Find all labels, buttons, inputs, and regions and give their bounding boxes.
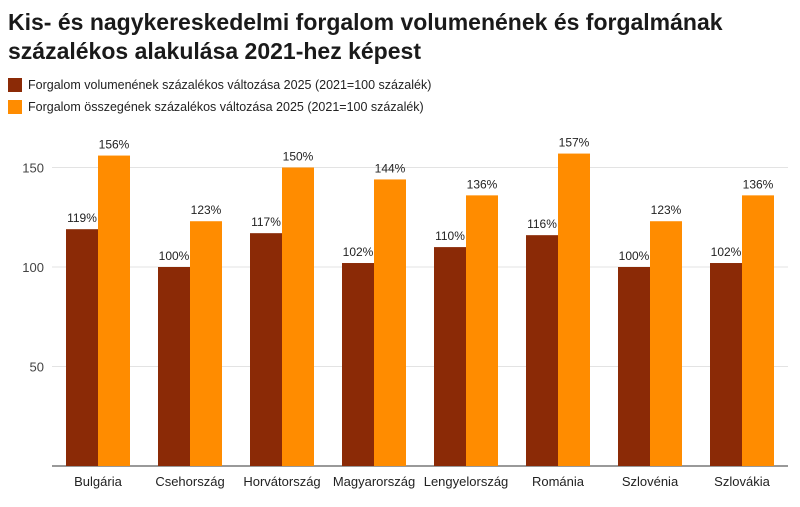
x-tick-label-csehorszag: Csehország <box>155 474 224 489</box>
bar-horvatorszag-series-2[interactable] <box>282 167 314 467</box>
x-tick-label-szlovenia: Szlovénia <box>622 474 679 489</box>
data-label-bulgaria-series-1: 119% <box>67 211 97 225</box>
bar-csehorszag-series-2[interactable] <box>190 221 222 466</box>
data-label-szlovakia-series-2: 136% <box>743 177 774 191</box>
data-label-bulgaria-series-2: 156% <box>99 138 130 152</box>
data-label-magyarorszag-series-2: 144% <box>375 161 406 175</box>
x-tick-label-lengyelorszag: Lengyelország <box>424 474 509 489</box>
legend-swatch-volume <box>8 78 22 92</box>
data-label-szlovenia-series-2: 123% <box>651 203 682 217</box>
legend-item-turnover: Forgalom összegének százalékos változása… <box>8 96 431 118</box>
x-tick-label-szlovakia: Szlovákia <box>714 474 770 489</box>
data-label-magyarorszag-series-1: 102% <box>343 245 374 259</box>
x-tick-label-bulgaria: Bulgária <box>74 474 122 489</box>
data-label-lengyelorszag-series-2: 136% <box>467 177 498 191</box>
data-label-horvatorszag-series-1: 117% <box>251 215 281 229</box>
data-label-csehorszag-series-1: 100% <box>159 249 190 263</box>
bar-szlovenia-series-2[interactable] <box>650 221 682 466</box>
legend-label-turnover: Forgalom összegének százalékos változása… <box>28 100 424 114</box>
x-tick-label-magyarorszag: Magyarország <box>333 474 415 489</box>
bar-magyarorszag-series-1[interactable] <box>342 263 374 466</box>
data-label-horvatorszag-series-2: 150% <box>283 150 314 164</box>
data-label-romania-series-2: 157% <box>559 136 590 150</box>
y-tick-label-50: 50 <box>30 360 44 375</box>
bar-lengyelorszag-series-1[interactable] <box>434 247 466 466</box>
data-label-csehorszag-series-2: 123% <box>191 203 222 217</box>
data-label-szlovenia-series-1: 100% <box>619 249 650 263</box>
bar-magyarorszag-series-2[interactable] <box>374 179 406 466</box>
legend-swatch-turnover <box>8 100 22 114</box>
bar-szlovakia-series-1[interactable] <box>710 263 742 466</box>
bar-szlovakia-series-2[interactable] <box>742 195 774 467</box>
chart-title: Kis- és nagykereskedelmi forgalom volume… <box>8 9 723 64</box>
data-label-szlovakia-series-1: 102% <box>711 245 742 259</box>
data-label-lengyelorszag-series-1: 110% <box>435 229 465 243</box>
bar-romania-series-2[interactable] <box>558 153 590 466</box>
legend: Forgalom volumenének százalékos változás… <box>8 74 431 118</box>
bar-romania-series-1[interactable] <box>526 235 558 466</box>
x-tick-label-horvatorszag: Horvátország <box>243 474 320 489</box>
bar-lengyelorszag-series-2[interactable] <box>466 195 498 467</box>
x-tick-label-romania: Románia <box>532 474 585 489</box>
y-tick-label-100: 100 <box>22 260 44 275</box>
bar-csehorszag-series-1[interactable] <box>158 267 190 466</box>
data-label-romania-series-1: 116% <box>527 217 557 231</box>
legend-label-volume: Forgalom volumenének százalékos változás… <box>28 78 432 92</box>
bar-horvatorszag-series-1[interactable] <box>250 233 282 466</box>
y-tick-label-150: 150 <box>22 161 44 176</box>
bar-bulgaria-series-1[interactable] <box>66 229 98 466</box>
bar-szlovenia-series-1[interactable] <box>618 267 650 466</box>
bar-bulgaria-series-2[interactable] <box>98 155 130 466</box>
legend-item-volume: Forgalom volumenének százalékos változás… <box>8 74 431 96</box>
